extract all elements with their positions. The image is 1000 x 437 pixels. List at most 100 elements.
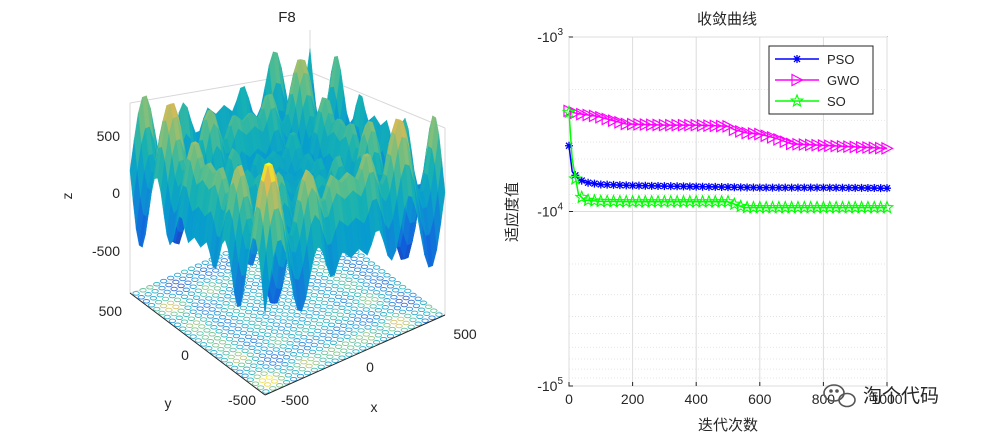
data-point [603, 180, 612, 189]
surface-patch [261, 252, 270, 315]
contour-ring [250, 363, 258, 368]
legend: PSO GWO SO [768, 45, 874, 115]
contour-ring [194, 313, 203, 318]
contour-ring [206, 314, 215, 319]
contour-ring [196, 331, 204, 336]
y-tick-label: 500 [99, 303, 123, 319]
contour-ring [334, 344, 343, 349]
contour-ring [359, 296, 367, 301]
contour-ring [270, 354, 279, 359]
contour-ring [255, 342, 263, 347]
contour-ring [296, 373, 305, 379]
x-axis-label: 迭代次数 [698, 416, 758, 434]
y-tick-base: -10 [537, 378, 557, 394]
contour-ring [255, 292, 263, 298]
contour-ring [353, 317, 362, 322]
contour-ring [310, 292, 318, 298]
contour-ring [262, 314, 270, 319]
contour-ring [281, 362, 289, 367]
contour-ring [277, 376, 286, 381]
contour-ring [295, 355, 303, 361]
data-point [690, 118, 703, 132]
contour-ring [286, 366, 294, 371]
data-point [665, 118, 678, 132]
contour-ring [428, 315, 436, 320]
contour-ring [173, 272, 182, 278]
contour-ring [416, 314, 424, 320]
contour-ring [302, 352, 310, 358]
contour-ring [409, 292, 417, 298]
contour-ring [355, 285, 363, 290]
data-point [883, 184, 891, 193]
contour-ring [210, 275, 218, 280]
contour-ring [364, 325, 372, 330]
contour-ring [281, 312, 289, 317]
contour-ring [187, 266, 196, 272]
contour-ring [253, 349, 261, 354]
contour-ring [270, 379, 279, 384]
contour-ring [218, 315, 227, 320]
contour-ring [352, 299, 360, 304]
y-tick-exponent: 4 [557, 202, 563, 213]
contour-ring [340, 323, 348, 328]
contour-ring [291, 345, 299, 350]
contour-ring [402, 320, 410, 326]
contour-ring [199, 267, 208, 272]
data-point [805, 138, 818, 152]
contour-ring [390, 294, 398, 300]
contour-ring [184, 280, 192, 286]
contour-ring [417, 307, 426, 313]
data-point [677, 118, 691, 132]
contour-ring [322, 343, 331, 349]
data-point [671, 118, 684, 132]
contour-ring [350, 281, 358, 286]
contour-ring [215, 329, 223, 334]
contour-ring [357, 303, 365, 308]
contour-ring [272, 322, 280, 327]
contour-ring [172, 304, 180, 310]
contour-ring [165, 307, 173, 313]
contour-ring [393, 305, 402, 311]
contour-ring [250, 263, 258, 269]
x-tick-label: 0 [565, 391, 573, 407]
data-point [879, 200, 895, 214]
contour-ring [205, 296, 213, 301]
contour-ring [385, 291, 393, 296]
contour-ring [388, 277, 396, 282]
contour-ring [348, 313, 357, 318]
contour-ring [345, 352, 353, 357]
contour-ring [395, 323, 403, 329]
data-point [824, 139, 837, 153]
contour-ring [326, 279, 334, 285]
contour-ring [423, 311, 431, 316]
contour-ring [430, 308, 438, 313]
contour-ring [390, 319, 398, 325]
contour-ring [232, 308, 241, 314]
y-axis: 500 0 -500 y [99, 303, 257, 411]
z-tick-label: -500 [92, 243, 120, 259]
contour-ring [383, 322, 391, 328]
contour-ring [201, 285, 209, 290]
contour-ring [236, 369, 244, 375]
contour-ring [371, 322, 379, 327]
contour-ring [293, 313, 301, 318]
data-point [696, 118, 710, 132]
data-point [724, 183, 732, 192]
contour-ring [288, 359, 296, 364]
contour-ring [246, 277, 254, 283]
contour-ring [398, 309, 407, 315]
contour-ring [324, 286, 332, 292]
data-point [768, 183, 777, 192]
contour-ring [331, 308, 339, 314]
contour-ring [352, 349, 360, 354]
surface-mesh [129, 48, 446, 315]
data-point [863, 183, 872, 192]
contour-ring [253, 274, 261, 280]
surface-chart: F8 500 0 -500 z 500 [59, 9, 477, 415]
contour-ring [213, 286, 222, 291]
contour-ring [308, 349, 317, 355]
data-point [658, 118, 672, 132]
contour-ring [374, 283, 383, 288]
contour-ring [383, 298, 391, 303]
contour-ring [353, 267, 362, 272]
